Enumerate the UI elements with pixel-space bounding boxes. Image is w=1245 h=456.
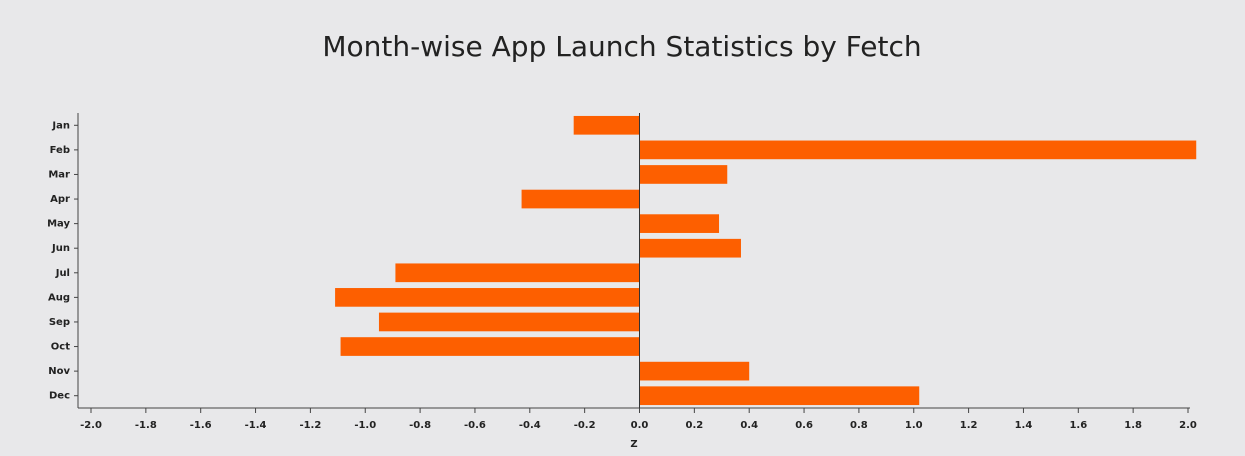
x-tick-label: 1.2 <box>960 420 978 431</box>
y-tick-label: Dec <box>49 391 70 402</box>
bar <box>573 115 640 135</box>
y-tick-label: Apr <box>50 194 70 205</box>
x-tick-label: -0.2 <box>574 420 596 431</box>
x-tick-label: 1.4 <box>1015 420 1033 431</box>
bar <box>639 140 1197 160</box>
y-tick-label: Feb <box>50 145 70 156</box>
y-tick-label: Sep <box>49 317 70 328</box>
x-tick-label: 0.2 <box>685 420 703 431</box>
bar <box>639 238 741 258</box>
y-tick-label: Jul <box>55 268 70 279</box>
y-tick-label: May <box>47 219 70 230</box>
bar <box>639 214 720 233</box>
bar <box>378 312 640 332</box>
y-tick-label: Mar <box>48 169 70 180</box>
x-tick-label: -0.6 <box>464 420 486 431</box>
x-axis-title: Z <box>630 439 637 450</box>
y-tick-label: Aug <box>48 292 70 303</box>
x-tick-label: 1.0 <box>905 420 923 431</box>
x-tick-label: -0.8 <box>409 420 431 431</box>
x-tick-label: -1.2 <box>299 420 321 431</box>
x-tick-label: -2.0 <box>80 420 102 431</box>
bar <box>395 263 640 283</box>
chart-title: Month-wise App Launch Statistics by Fetc… <box>322 30 921 63</box>
y-tick-label: Jan <box>51 120 70 131</box>
x-tick-label: -0.4 <box>519 420 541 431</box>
x-tick-label: -1.6 <box>190 420 212 431</box>
x-tick-label: -1.0 <box>354 420 376 431</box>
x-tick-label: -1.8 <box>135 420 157 431</box>
y-tick-label: Jun <box>51 243 70 254</box>
x-tick-label: 1.8 <box>1124 420 1142 431</box>
bar <box>639 165 728 184</box>
bar <box>639 361 750 381</box>
bar <box>340 337 640 356</box>
x-tick-label: 0.8 <box>850 420 868 431</box>
x-tick-label: 0.4 <box>740 420 758 431</box>
x-tick-label: 0.6 <box>795 420 813 431</box>
bar <box>639 386 920 406</box>
x-tick-label: 2.0 <box>1179 420 1197 431</box>
bar <box>521 189 640 209</box>
y-tick-label: Oct <box>51 342 70 353</box>
bar <box>335 288 640 307</box>
x-tick-label: -1.4 <box>245 420 267 431</box>
x-tick-label: 0.0 <box>631 420 649 431</box>
y-tick-label: Nov <box>48 366 70 377</box>
x-tick-label: 1.6 <box>1069 420 1087 431</box>
